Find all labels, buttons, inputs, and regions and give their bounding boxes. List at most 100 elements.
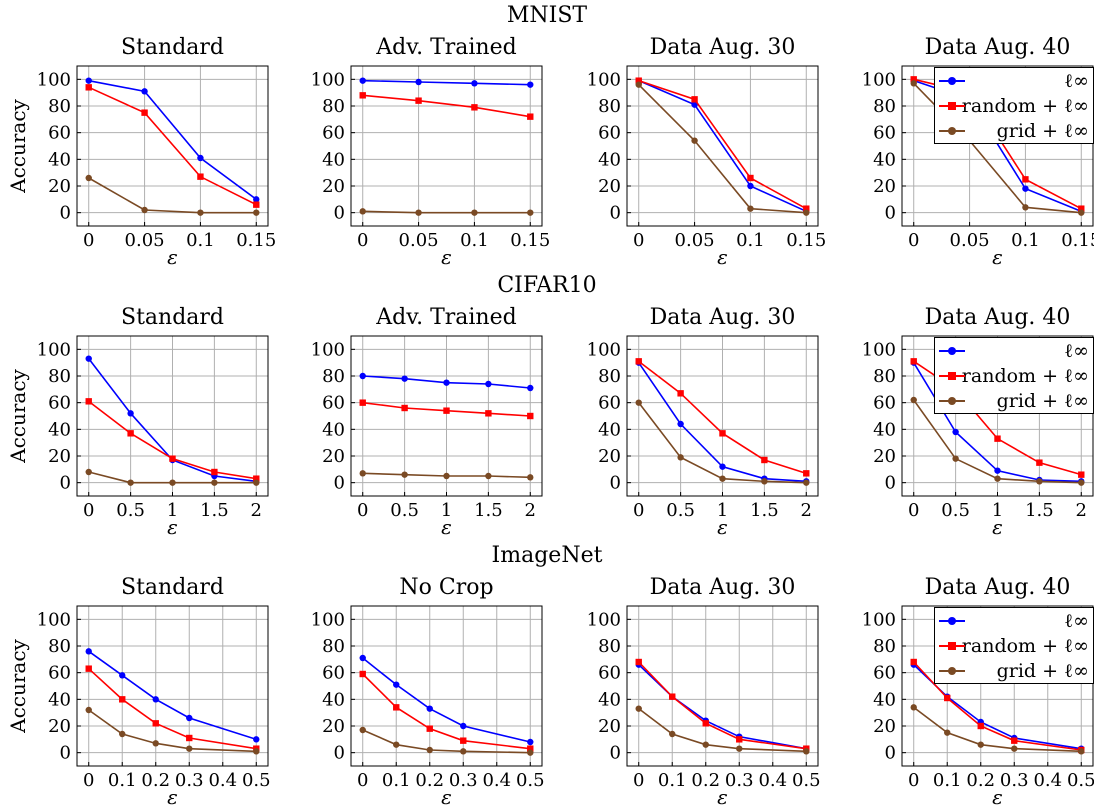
- data-point-series-3: [359, 726, 366, 734]
- data-point-series-3: [415, 209, 422, 216]
- data-point-series-2: [1011, 737, 1018, 744]
- x-axis-label: ε: [992, 785, 1003, 807]
- legend-item: grid + ℓ∞: [939, 118, 1089, 143]
- series-line-3: [88, 177, 257, 214]
- legend-label: grid + ℓ∞: [996, 389, 1089, 412]
- y-tick-label: 40: [322, 419, 345, 440]
- data-point-series-2: [635, 658, 642, 666]
- y-tick-label: 20: [322, 176, 345, 197]
- y-tick-label: 0: [334, 743, 345, 764]
- panel-title-mnist-2: Adv. Trained: [376, 35, 517, 60]
- x-tick-label: 0.05: [125, 230, 165, 251]
- y-axis-label: Accuracy: [6, 638, 30, 733]
- data-point-series-1: [359, 372, 366, 380]
- x-tick-label: 0.5: [390, 500, 419, 521]
- x-tick-label: 0: [357, 500, 368, 521]
- data-point-series-1: [527, 384, 534, 392]
- panel-title-imagenet-3: Data Aug. 30: [649, 575, 796, 600]
- x-tick-label: 0: [357, 770, 368, 791]
- data-point-series-3: [460, 748, 467, 755]
- series-line-2: [362, 673, 531, 750]
- data-point-series-2: [85, 665, 92, 672]
- y-tick-label: 100: [37, 609, 71, 630]
- data-point-series-3: [1078, 209, 1085, 216]
- x-tick-label: 0: [908, 230, 919, 251]
- data-point-series-2: [910, 358, 917, 365]
- data-point-series-2: [803, 205, 810, 212]
- x-tick-label: 0.2: [415, 770, 444, 791]
- y-axis-label: Accuracy: [6, 98, 30, 193]
- x-tick-label: 2: [1076, 500, 1087, 521]
- data-point-series-1: [1022, 185, 1029, 192]
- legend-item: ℓ∞: [939, 608, 1089, 633]
- data-point-series-1: [460, 722, 467, 730]
- chart-cifar10-2: 0 20 40 60 80 100 0 0.5 1 1.5 2 ε: [311, 335, 543, 539]
- y-tick-label: 60: [598, 663, 621, 684]
- y-tick-label: 100: [862, 609, 896, 630]
- data-point-series-2: [719, 430, 726, 437]
- data-point-series-1: [359, 77, 366, 84]
- x-axis-label: ε: [167, 515, 178, 539]
- data-point-series-2: [977, 722, 984, 730]
- data-point-series-3: [803, 748, 810, 755]
- data-point-series-2: [211, 468, 218, 476]
- data-point-series-1: [186, 714, 193, 722]
- data-point-series-1: [359, 654, 366, 662]
- data-point-series-1: [994, 467, 1001, 474]
- data-point-series-2: [994, 435, 1001, 442]
- data-point-series-2: [186, 734, 193, 742]
- x-tick-label: 0.15: [510, 230, 550, 251]
- data-point-series-2: [1078, 205, 1085, 212]
- series-line-3: [638, 84, 807, 214]
- x-tick-label: 0.5: [516, 770, 545, 791]
- x-tick-label: 0.05: [675, 230, 715, 251]
- data-point-series-1: [85, 648, 92, 655]
- panel-title-mnist-3: Data Aug. 30: [649, 35, 796, 60]
- section-title-cifar10: CIFAR10: [497, 273, 597, 298]
- y-tick-label: 20: [48, 446, 71, 467]
- x-tick-label: 1: [441, 500, 452, 521]
- y-tick-label: 0: [60, 203, 71, 224]
- x-axis-label: ε: [717, 785, 728, 807]
- data-point-series-3: [527, 474, 534, 481]
- x-axis-label: ε: [167, 785, 178, 807]
- data-point-series-2: [761, 456, 768, 464]
- data-point-series-3: [359, 208, 366, 215]
- x-tick-label: 0.4: [758, 770, 787, 791]
- legend-item: ℓ∞: [939, 338, 1089, 363]
- x-tick-label: 0.2: [141, 770, 170, 791]
- y-tick-label: 20: [598, 716, 621, 737]
- data-point-series-1: [527, 738, 534, 746]
- y-tick-label: 0: [610, 743, 621, 764]
- x-axis-label: ε: [992, 515, 1003, 539]
- data-point-series-2: [460, 737, 467, 744]
- data-point-series-1: [85, 77, 92, 84]
- data-point-series-1: [952, 428, 959, 436]
- y-tick-label: 40: [322, 689, 345, 710]
- data-point-series-3: [119, 730, 126, 738]
- data-point-series-2: [527, 113, 534, 120]
- y-tick-label: 100: [587, 69, 621, 90]
- series-line-1: [638, 79, 807, 213]
- data-point-series-3: [747, 205, 754, 212]
- data-point-series-1: [401, 375, 408, 382]
- data-point-series-2: [527, 412, 534, 420]
- data-point-series-1: [485, 380, 492, 388]
- chart-imagenet-4: 0 20 40 60 80 100 0 0.1 0.2 0.3 0.4 0.5 ε: [862, 605, 1094, 807]
- plot-frame: [901, 605, 1094, 767]
- data-point-series-3: [359, 470, 366, 477]
- x-tick-label: 1.5: [474, 500, 503, 521]
- series-line-1: [638, 664, 807, 750]
- y-tick-label: 80: [873, 96, 896, 117]
- y-tick-label: 40: [873, 419, 896, 440]
- legend-swatch: [939, 344, 965, 358]
- legend-swatch: [939, 664, 965, 678]
- data-point-series-1: [443, 379, 450, 386]
- data-point-series-2: [197, 173, 204, 180]
- legend-item: random + ℓ∞: [939, 93, 1089, 118]
- data-point-series-1: [677, 420, 684, 428]
- data-point-series-3: [85, 174, 92, 182]
- y-tick-label: 100: [862, 339, 896, 360]
- panel-title-mnist-4: Data Aug. 40: [924, 35, 1071, 60]
- y-tick-label: 80: [48, 366, 71, 387]
